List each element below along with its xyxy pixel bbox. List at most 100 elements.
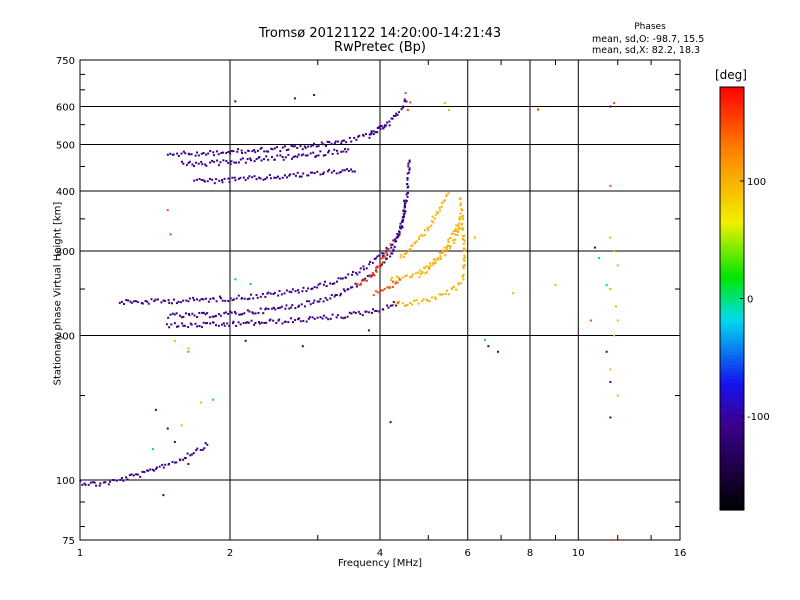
data-point [232,320,235,323]
data-point [293,145,296,148]
data-point [175,302,178,305]
data-point [344,316,347,319]
data-point [399,256,402,259]
data-point [441,201,444,204]
data-point [313,317,316,320]
data-point [378,310,381,313]
data-point [225,151,228,154]
colorbar-band [720,298,744,303]
data-point [324,154,327,157]
data-point [407,162,410,165]
colorbar-band [720,369,744,374]
data-point [178,314,181,317]
data-point [452,285,455,288]
colorbar-band [720,439,744,444]
colorbar-band [720,386,744,391]
data-point [342,288,345,291]
data-point [436,257,439,260]
data-point [613,102,616,105]
data-point [240,149,243,152]
data-point [439,293,442,296]
data-point [224,299,227,302]
data-point [463,234,466,237]
data-point [462,273,465,276]
data-point [194,322,197,325]
data-point [400,108,403,111]
y-tick-label: 75 [62,536,75,547]
data-point [330,143,333,146]
data-point [215,150,218,153]
data-point [231,322,234,325]
data-point [408,168,411,171]
data-point [382,127,385,130]
data-point [325,316,328,319]
data-point [382,252,385,255]
data-point [609,288,612,291]
data-point [230,149,233,152]
data-point [379,128,382,131]
data-point [378,254,381,257]
data-point [450,232,453,235]
data-point [340,150,343,153]
data-point [220,297,223,300]
data-point [207,152,210,155]
data-point [208,177,211,180]
colorbar-band [720,199,744,204]
data-point [309,303,312,306]
colorbar-band [720,206,744,211]
data-point [314,156,317,159]
data-point [120,477,123,480]
data-point [433,217,436,220]
data-point [329,317,332,320]
data-point [92,481,95,484]
data-point [397,111,400,114]
data-point [146,469,149,472]
data-point [404,304,407,307]
colorbar-band [720,340,744,345]
colorbar-title: [deg] [715,68,747,82]
x-tick-label: 4 [377,548,383,559]
data-point [380,124,383,127]
data-point [462,257,465,260]
data-point [275,322,278,325]
colorbar-band [720,467,744,472]
data-point [376,255,379,258]
colorbar-band [720,277,744,282]
data-point [345,141,348,144]
data-point [228,181,231,184]
data-point [193,165,196,168]
data-point [415,240,418,243]
data-point [364,133,367,136]
data-point [200,160,203,163]
data-point [319,282,322,285]
data-point [376,291,379,294]
phases-x-stats: mean, sd,X: 82.2, 18.3 [592,45,701,56]
data-point [239,158,242,161]
data-point [385,251,388,254]
data-point [397,302,400,305]
data-point [406,191,409,194]
data-point [358,134,361,137]
data-point [447,238,450,241]
data-point [271,307,274,310]
data-point [432,262,435,265]
data-point [196,151,199,154]
colorbar-band [720,115,744,120]
data-point [301,345,304,348]
data-point [177,154,180,157]
data-point [463,254,466,257]
data-point [362,134,365,137]
data-point [285,149,288,152]
data-point [406,186,409,189]
data-point [401,225,404,228]
data-point [307,287,310,290]
data-point [409,101,412,104]
data-point [242,176,245,179]
data-point [282,158,285,161]
data-point [408,275,411,278]
data-point [428,226,431,229]
data-point [306,154,309,157]
data-point [201,448,204,451]
data-point [394,240,397,243]
data-point [373,274,376,277]
